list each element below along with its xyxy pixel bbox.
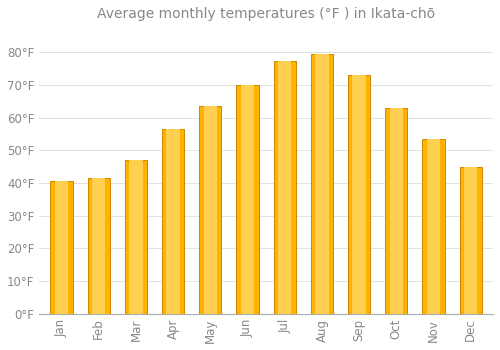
Bar (241, 85, 254, 314)
Bar (348, 75, 370, 314)
Title: Average monthly temperatures (°F ) in Ikata-chō: Average monthly temperatures (°F ) in Ik… (97, 7, 435, 21)
Bar (236, 85, 258, 314)
Bar (460, 167, 482, 314)
Bar (352, 75, 366, 314)
Bar (422, 139, 444, 314)
Bar (162, 129, 184, 314)
Bar (427, 139, 440, 314)
Bar (199, 106, 222, 314)
Bar (385, 108, 407, 314)
Bar (390, 108, 403, 314)
Bar (129, 160, 142, 314)
Bar (278, 61, 291, 314)
Bar (92, 178, 106, 314)
Bar (274, 61, 296, 314)
Bar (315, 54, 328, 314)
Bar (50, 182, 72, 314)
Bar (311, 54, 333, 314)
Bar (55, 182, 68, 314)
Bar (166, 129, 180, 314)
Bar (464, 167, 477, 314)
Bar (124, 160, 147, 314)
Bar (88, 178, 110, 314)
Bar (204, 106, 217, 314)
